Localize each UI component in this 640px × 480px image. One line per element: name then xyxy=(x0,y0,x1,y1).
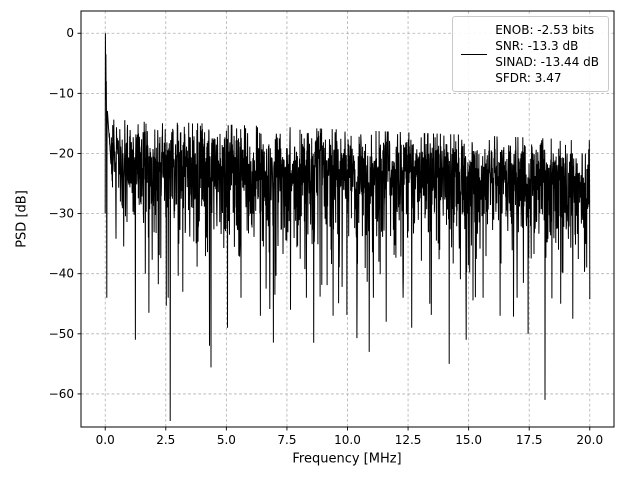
x-tick-label: 12.5 xyxy=(395,433,422,447)
legend-text: ENOB: -2.53 bits SNR: -13.3 dB SINAD: -1… xyxy=(495,22,599,86)
x-tick-label: 20.0 xyxy=(576,433,603,447)
legend-snr: SNR: -13.3 dB xyxy=(495,39,579,53)
y-tick-label: −20 xyxy=(49,146,74,160)
legend-sfdr: SFDR: 3.47 xyxy=(495,71,562,85)
psd-trace xyxy=(104,33,591,422)
legend: ENOB: -2.53 bits SNR: -13.3 dB SINAD: -1… xyxy=(452,16,609,92)
x-tick-label: 15.0 xyxy=(455,433,482,447)
y-tick-label: −10 xyxy=(49,86,74,100)
x-tick-label: 10.0 xyxy=(334,433,361,447)
legend-enob: ENOB: -2.53 bits xyxy=(495,23,595,37)
psd-line-sample xyxy=(461,53,488,55)
x-tick-label: 2.5 xyxy=(156,433,175,447)
y-tick-label: −60 xyxy=(49,387,74,401)
x-tick-label: 7.5 xyxy=(277,433,296,447)
x-tick-label: 17.5 xyxy=(516,433,543,447)
y-tick-label: −40 xyxy=(49,267,74,281)
x-tick-label: 0.0 xyxy=(96,433,115,447)
y-tick-label: −50 xyxy=(49,327,74,341)
y-tick-label: 0 xyxy=(66,26,74,40)
legend-sinad: SINAD: -13.44 dB xyxy=(495,55,599,69)
y-axis-label: PSD [dB] xyxy=(14,190,30,248)
x-axis-label: Frequency [MHz] xyxy=(292,451,402,467)
x-tick-label: 5.0 xyxy=(217,433,236,447)
y-tick-label: −30 xyxy=(49,207,74,221)
